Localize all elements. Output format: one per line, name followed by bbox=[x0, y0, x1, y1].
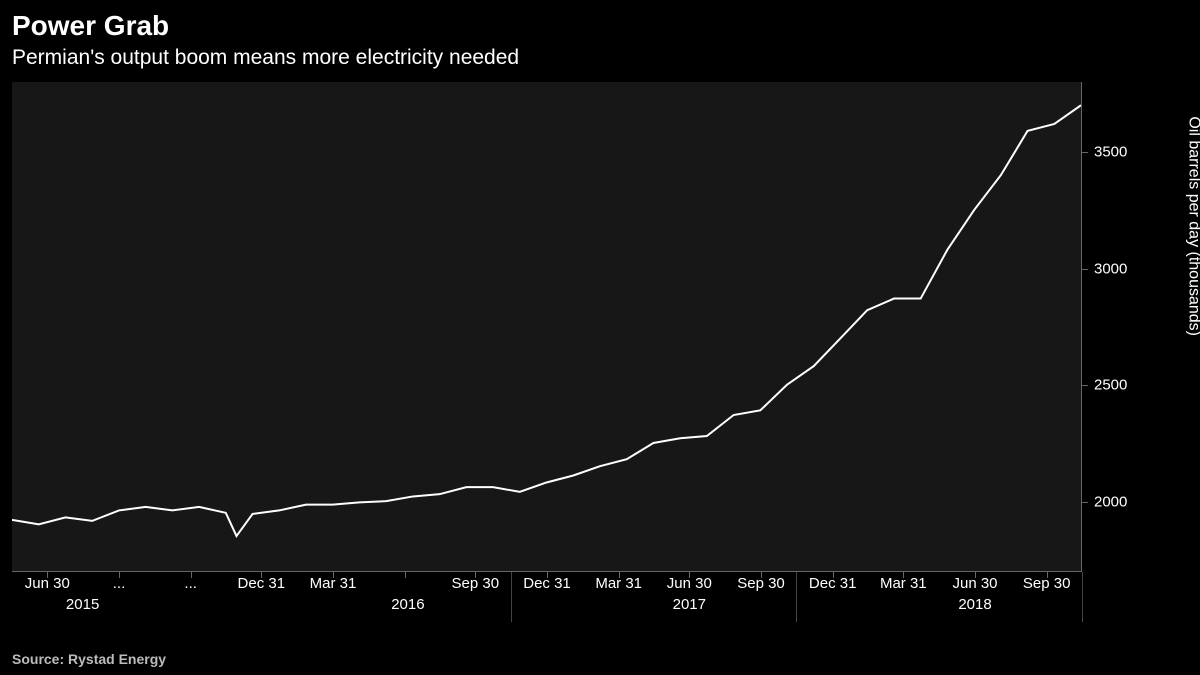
line-svg bbox=[12, 82, 1081, 571]
x-tick-label: Mar 31 bbox=[595, 575, 642, 592]
year-divider bbox=[511, 572, 512, 622]
x-axis: Jun 30...... Dec 31 Mar 31 Sep 30 Dec 31 Mar … bbox=[12, 572, 1082, 622]
y-tick-mark bbox=[1082, 502, 1088, 503]
y-axis-title: Oil barrels per day (thousands) bbox=[1185, 116, 1200, 336]
x-tick-label: ... bbox=[184, 575, 197, 592]
y-tick-label: 2000 bbox=[1094, 494, 1127, 511]
x-year-label: 2017 bbox=[673, 596, 706, 613]
data-line bbox=[12, 105, 1081, 536]
y-tick-mark bbox=[1082, 152, 1088, 153]
y-tick-mark bbox=[1082, 269, 1088, 270]
y-axis: 2000 2500 3000 3500 bbox=[1082, 82, 1132, 572]
x-tick-label: Dec 31 bbox=[809, 575, 857, 592]
year-divider bbox=[796, 572, 797, 622]
x-tick-label: Jun 30 bbox=[667, 575, 712, 592]
x-year-label: 2016 bbox=[391, 596, 424, 613]
chart-subtitle: Permian's output boom means more electri… bbox=[0, 44, 1200, 78]
x-tick-label: ... bbox=[113, 575, 126, 592]
x-year-label: 2015 bbox=[66, 596, 99, 613]
x-tick-label: Sep 30 bbox=[1023, 575, 1071, 592]
y-tick-label: 3500 bbox=[1094, 144, 1127, 161]
year-divider bbox=[226, 572, 227, 622]
x-tick-label: Mar 31 bbox=[880, 575, 927, 592]
x-tick-mark bbox=[405, 572, 406, 578]
y-tick-label: 3000 bbox=[1094, 260, 1127, 277]
x-tick-label: Jun 30 bbox=[25, 575, 70, 592]
x-tick-label: Mar 31 bbox=[310, 575, 357, 592]
source-label: Source: Rystad Energy bbox=[12, 651, 166, 667]
x-tick-label: Sep 30 bbox=[452, 575, 500, 592]
x-tick-label: Dec 31 bbox=[238, 575, 286, 592]
x-tick-label: Dec 31 bbox=[523, 575, 571, 592]
x-year-label: 2018 bbox=[958, 596, 991, 613]
chart-title: Power Grab bbox=[0, 0, 1200, 44]
plot-area bbox=[12, 82, 1082, 572]
chart-area: 2000250030003500 Oil barrels per day (th… bbox=[12, 82, 1188, 622]
y-tick-label: 2500 bbox=[1094, 377, 1127, 394]
year-divider bbox=[1082, 572, 1083, 622]
y-tick-mark bbox=[1082, 385, 1088, 386]
x-tick-label: Sep 30 bbox=[737, 575, 785, 592]
x-tick-label: Jun 30 bbox=[952, 575, 997, 592]
